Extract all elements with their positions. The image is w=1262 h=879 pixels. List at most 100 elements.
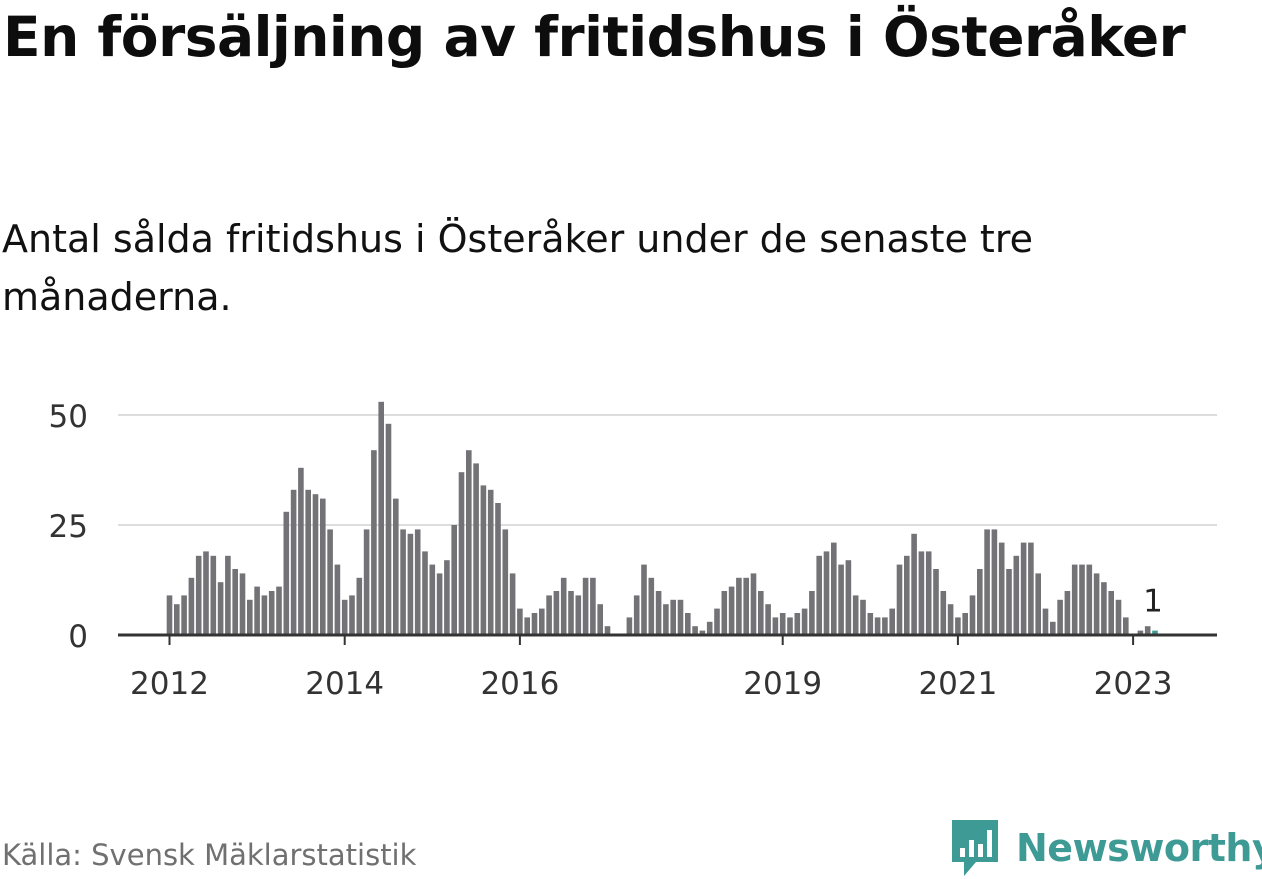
bar — [517, 608, 523, 635]
bar — [1137, 630, 1144, 635]
bar — [728, 586, 735, 635]
bar — [692, 626, 698, 635]
bar — [648, 577, 655, 635]
bar — [524, 617, 530, 635]
bar — [546, 595, 552, 635]
bar — [232, 569, 238, 635]
bar — [385, 423, 392, 635]
bar — [947, 604, 954, 635]
bar — [633, 595, 640, 635]
bar — [553, 591, 560, 635]
bar — [188, 577, 195, 635]
bar-chart: 0 25 50 2012 2014 2016 2019 2021 2023 1 — [49, 399, 1217, 702]
bar — [845, 560, 852, 635]
bar — [371, 450, 377, 635]
bar — [560, 577, 567, 635]
brand-logo[interactable]: Newsworthy — [950, 818, 1262, 878]
bar — [1020, 542, 1027, 635]
bar-latest — [1152, 630, 1158, 635]
bar — [874, 617, 881, 635]
bar — [276, 586, 282, 635]
chart-title: En försäljning av fritidshus i Österåker — [3, 5, 1186, 69]
bar — [940, 591, 947, 635]
bar — [1093, 573, 1100, 635]
bar — [203, 551, 209, 635]
bar — [896, 564, 903, 635]
bar — [225, 555, 231, 635]
x-tick-label: 2012 — [130, 666, 209, 702]
bar — [955, 617, 961, 635]
bar — [195, 555, 202, 635]
bar — [655, 591, 662, 635]
bar — [422, 551, 428, 635]
bar — [298, 467, 304, 635]
bar — [458, 472, 465, 635]
bar — [1050, 621, 1056, 635]
bar — [911, 533, 917, 635]
bar — [363, 529, 370, 635]
bar — [604, 626, 611, 635]
bar — [1108, 591, 1114, 635]
bar — [334, 564, 341, 635]
bar — [787, 617, 793, 635]
bar — [641, 564, 647, 635]
bar — [852, 595, 859, 635]
bar — [998, 542, 1005, 635]
bar — [685, 613, 691, 635]
bar — [320, 498, 326, 635]
bar — [1057, 599, 1063, 635]
x-tick-label: 2019 — [743, 666, 822, 702]
bar — [721, 591, 728, 635]
bar — [356, 577, 363, 635]
bar — [736, 577, 742, 635]
bar — [991, 529, 998, 635]
x-tick-label: 2016 — [480, 666, 559, 702]
bar — [918, 551, 925, 635]
chart-subtitle: Antal sålda fritidshus i Österåker under… — [2, 217, 1033, 319]
bar — [305, 489, 311, 635]
bar — [1028, 542, 1034, 635]
y-tick-label: 0 — [68, 619, 88, 655]
bar — [816, 555, 822, 635]
bar — [1013, 555, 1020, 635]
bar — [772, 617, 779, 635]
bar — [393, 498, 399, 635]
bar — [699, 630, 706, 635]
bar — [451, 525, 457, 635]
bar — [531, 613, 538, 635]
bar — [1123, 617, 1129, 635]
bar — [466, 450, 472, 635]
bar — [509, 573, 516, 635]
bar — [174, 604, 180, 635]
bar — [254, 586, 260, 635]
bar — [575, 595, 582, 635]
bar — [436, 573, 443, 635]
bar — [312, 494, 319, 635]
bar — [429, 564, 436, 635]
bar — [1064, 591, 1071, 635]
bar — [677, 599, 684, 635]
bar — [487, 489, 494, 635]
x-tick-label: 2021 — [918, 666, 997, 702]
bar — [502, 529, 509, 635]
bar — [597, 604, 603, 635]
bar — [1071, 564, 1078, 635]
bar — [626, 617, 633, 635]
bar — [838, 564, 844, 635]
brand-name: Newsworthy — [1016, 826, 1262, 870]
bar — [473, 463, 479, 635]
bar — [860, 599, 866, 635]
bar — [568, 591, 574, 635]
bar — [758, 591, 764, 635]
bar — [867, 613, 874, 635]
bar — [268, 591, 275, 635]
bar — [539, 608, 545, 635]
x-tick-label: 2023 — [1094, 666, 1173, 702]
bar — [823, 551, 830, 635]
bar — [582, 577, 589, 635]
bar — [706, 621, 713, 635]
bar — [495, 503, 501, 635]
bar — [977, 569, 983, 635]
bar — [349, 595, 355, 635]
bar — [904, 555, 910, 635]
